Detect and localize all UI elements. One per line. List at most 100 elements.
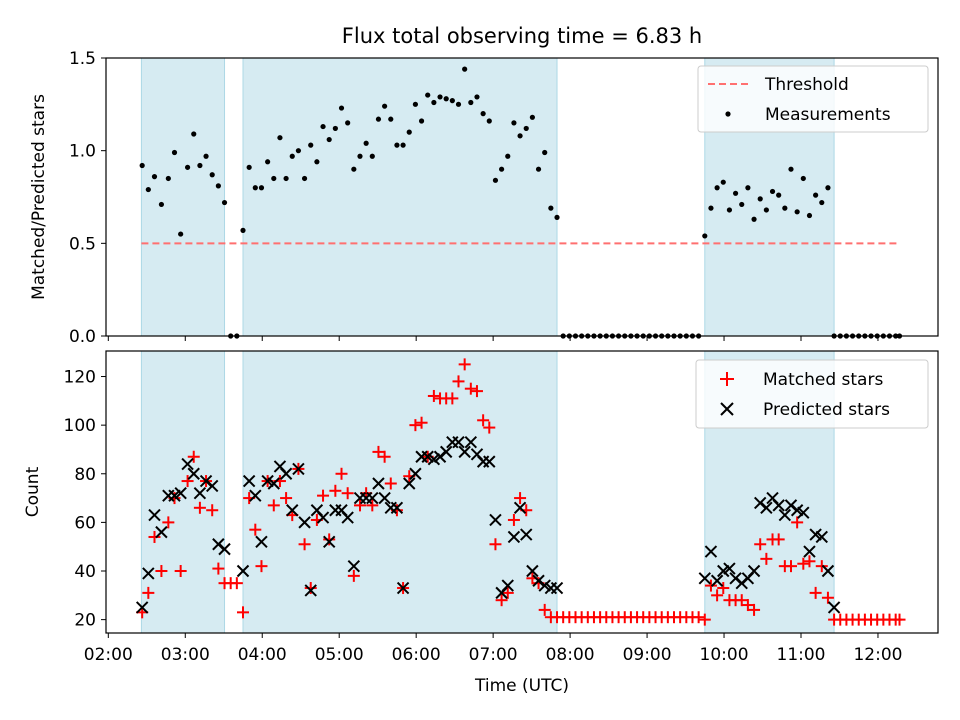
matched-star-point <box>280 492 293 505</box>
measurement-point <box>265 159 271 165</box>
measurement-point <box>468 99 474 106</box>
predicted-star-point <box>403 477 416 490</box>
matched-star-point <box>803 555 816 568</box>
x-tick-label: 03:00 <box>161 645 210 665</box>
y-tick-label: 0.5 <box>69 234 96 254</box>
predicted-star-point <box>206 479 219 493</box>
measurement-point <box>702 233 708 239</box>
measurement-point <box>529 114 535 120</box>
predicted-star-point <box>181 457 194 471</box>
matched-star-point <box>704 579 717 592</box>
matched-star-point <box>809 586 822 599</box>
predicted-star-point <box>193 487 207 500</box>
matched-star-point <box>206 504 219 517</box>
predicted-star-point <box>723 562 736 575</box>
matched-star-point <box>692 611 705 624</box>
measurement-point <box>732 190 739 196</box>
matched-legend-marker <box>720 372 734 386</box>
x-tick-label: 11:00 <box>777 645 826 665</box>
matched-star-point <box>230 577 243 590</box>
y-tick-label: 20 <box>74 611 96 631</box>
matched-star-point <box>514 492 527 505</box>
predicted-star-point <box>372 477 385 490</box>
matched-star-point <box>255 560 268 573</box>
count-axes-frame <box>105 350 939 634</box>
measurement-point <box>351 166 357 172</box>
y-tick-label: 120 <box>64 368 96 388</box>
measurement-point <box>412 101 419 107</box>
measurement-point <box>197 162 203 169</box>
predicted-star-point <box>341 511 354 524</box>
predicted-star-point <box>292 462 305 476</box>
y-tick-label: 1.0 <box>69 142 96 162</box>
measurement-point <box>289 153 295 159</box>
ratio-x-ticks <box>107 336 879 341</box>
measurement-point <box>283 175 289 182</box>
y-tick-label: 40 <box>74 562 96 582</box>
x-axis-label: Time (UTC) <box>474 676 569 696</box>
measurement-point <box>492 177 499 183</box>
predicted-star-point <box>135 601 149 614</box>
predicted-star-point <box>483 455 496 468</box>
measurement-point <box>535 166 542 172</box>
predicted-star-point <box>242 474 256 488</box>
predicted-star-point <box>704 545 718 558</box>
measurement-point <box>455 101 462 107</box>
predicted-star-point <box>489 513 502 527</box>
matched-star-point <box>483 421 496 434</box>
measurement-point <box>517 133 523 139</box>
matched-star-point <box>717 582 730 595</box>
measurement-point <box>714 185 720 191</box>
matched-star-point <box>458 358 471 371</box>
matched-star-point <box>495 594 508 607</box>
predicted-star-point <box>501 579 514 592</box>
measurement-point <box>769 188 776 195</box>
predicted-star-point <box>458 445 471 459</box>
predicted-star-point <box>390 501 404 515</box>
matched-star-point <box>317 489 330 502</box>
measurement-point <box>431 99 437 106</box>
measurement-point <box>819 199 825 206</box>
x-tick-label: 07:00 <box>469 645 518 665</box>
chart-title: Flux total observing time = 6.83 h <box>342 24 702 48</box>
measurement-point <box>357 153 363 159</box>
predicted-star-point <box>797 506 810 519</box>
matched-star-point <box>760 552 773 565</box>
predicted-star-point <box>142 567 155 580</box>
matched-star-point <box>142 586 155 599</box>
predicted-star-point <box>526 564 539 578</box>
matched-star-point <box>748 603 761 616</box>
matched-star-point <box>162 516 175 529</box>
matched-star-point <box>298 538 311 551</box>
matched-star-point <box>735 594 748 607</box>
measurement-point <box>739 201 745 208</box>
measurement-point <box>425 92 431 98</box>
predicted-star-point <box>255 535 268 549</box>
predicted-star-point <box>347 559 361 573</box>
y-tick-label: 0.0 <box>69 327 96 347</box>
predicted-star-point <box>452 435 465 449</box>
measurement-point <box>326 136 332 143</box>
matched-star-point <box>384 477 397 490</box>
count-legend-box <box>695 359 929 429</box>
predicted-star-point <box>298 516 311 529</box>
measurements-legend-marker <box>725 111 731 117</box>
predicted-star-point <box>249 489 262 502</box>
matched-star-point <box>347 569 360 582</box>
measurement-point <box>221 199 228 206</box>
ratio-y-axis-label: Matched/Predicted stars <box>29 94 49 300</box>
matched-star-point <box>366 499 379 512</box>
matched-star-point <box>329 484 342 497</box>
threshold-legend-label: Threshold <box>764 75 849 95</box>
ratio-legend: Threshold Measurements <box>697 65 929 133</box>
predicted-star-point <box>803 545 816 558</box>
measurement-point <box>437 94 443 100</box>
measurement-point <box>295 148 302 154</box>
measurement-point <box>394 142 400 148</box>
matched-star-point <box>181 475 194 488</box>
predicted-star-point <box>174 487 187 500</box>
measurement-point <box>215 183 221 189</box>
matched-legend-label: Matched stars <box>763 370 883 390</box>
predicted-star-point <box>187 467 200 480</box>
